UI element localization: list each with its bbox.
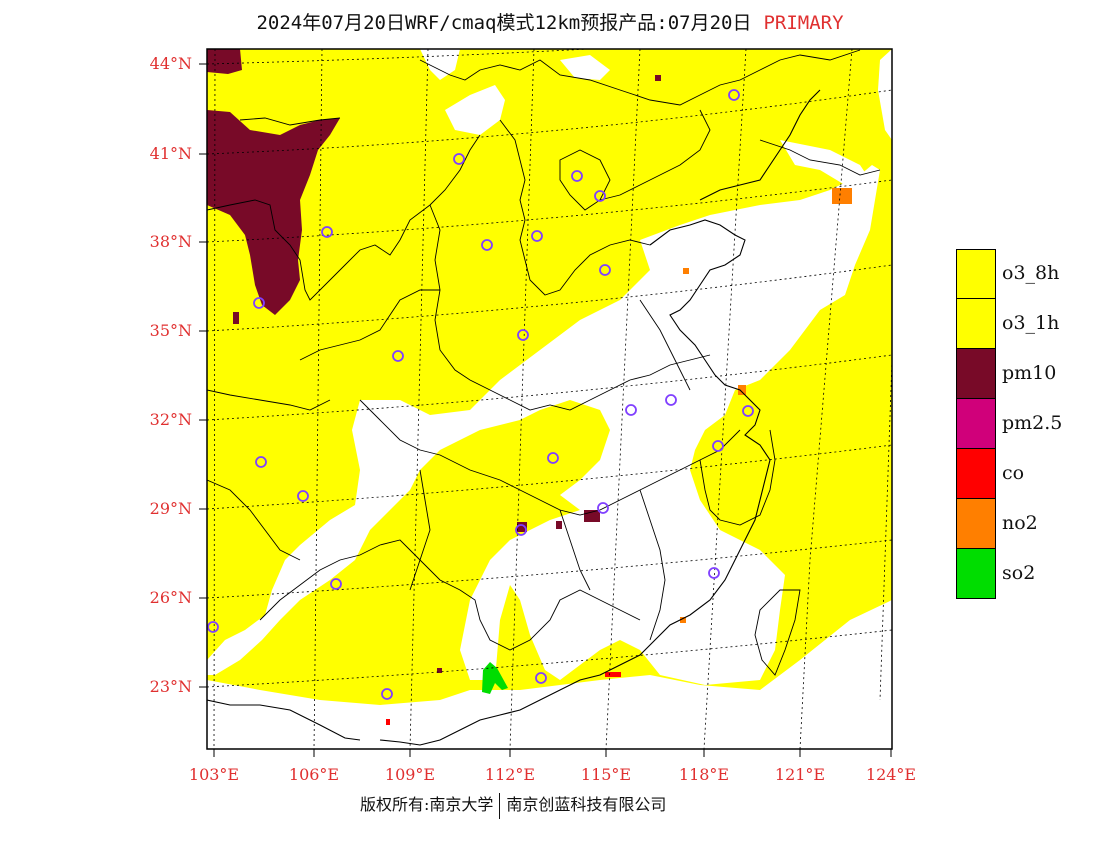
lat-label: 32°N <box>149 410 192 429</box>
city-marker <box>453 153 465 165</box>
clear-region-bottom <box>207 600 892 749</box>
pm10-region-n <box>207 49 242 74</box>
legend-swatch <box>956 249 996 299</box>
city-marker <box>547 452 559 464</box>
lat-label: 26°N <box>149 588 192 607</box>
legend-label: pm2.5 <box>1002 412 1063 434</box>
lat-label: 41°N <box>149 144 192 163</box>
clear-region-north-2 <box>560 55 610 80</box>
city-marker <box>742 405 754 417</box>
copyright-left: 版权所有:南京大学 <box>360 795 494 814</box>
no2-spot-e <box>738 385 746 395</box>
province-boundaries <box>207 49 881 676</box>
city-marker <box>535 672 547 684</box>
lon-label: 118°E <box>678 765 730 784</box>
city-marker <box>599 264 611 276</box>
copyright-footer: 版权所有:南京大学 南京创蓝科技有限公司 <box>360 791 666 819</box>
legend-swatch <box>956 349 996 399</box>
city-marker <box>392 350 404 362</box>
pm10-region-nw <box>207 110 340 315</box>
title-tag: PRIMARY <box>763 12 844 34</box>
title-main: 2024年07月20日WRF/cmaq模式12km预报产品:07月20日 <box>256 12 752 34</box>
lat-label: 29°N <box>149 499 192 518</box>
legend-swatch <box>956 549 996 599</box>
lon-label: 121°E <box>774 765 826 784</box>
clear-region-south <box>207 165 880 685</box>
city-marker <box>253 297 265 309</box>
city-marker <box>708 567 720 579</box>
chart-title: 2024年07月20日WRF/cmaq模式12km预报产品:07月20日 PRIM… <box>0 8 1100 35</box>
city-marker <box>728 89 740 101</box>
lat-label: 35°N <box>149 321 192 340</box>
no2-spot-c <box>683 268 689 274</box>
copyright-right: 南京创蓝科技有限公司 <box>506 795 667 814</box>
city-marker <box>712 440 724 452</box>
clear-region-north-1 <box>445 85 505 135</box>
city-marker <box>625 404 637 416</box>
legend-label: o3_8h <box>1002 262 1060 284</box>
so2-spot <box>482 662 508 694</box>
city-marker <box>517 329 529 341</box>
pm10-spot-c2 <box>517 522 527 532</box>
map-frame <box>206 48 893 750</box>
co-spot-1 <box>605 672 621 677</box>
city-marker <box>481 239 493 251</box>
lat-label: 44°N <box>149 54 192 73</box>
lon-label: 109°E <box>384 765 436 784</box>
pm10-spot-n <box>655 75 661 81</box>
lon-label: 106°E <box>288 765 340 784</box>
coastline <box>207 89 821 746</box>
pm10-spot-w <box>233 312 239 324</box>
city-marker <box>321 226 333 238</box>
legend-swatch <box>956 449 996 499</box>
legend-swatch <box>956 299 996 349</box>
legend-label: co <box>1002 462 1025 484</box>
legend-swatch <box>956 499 996 549</box>
city-marker <box>515 524 527 536</box>
city-marker <box>381 688 393 700</box>
lon-label: 124°E <box>865 765 917 784</box>
legend-label: no2 <box>1002 512 1038 534</box>
footer-divider <box>499 792 501 819</box>
legend-label: pm10 <box>1002 362 1057 384</box>
legend-label: so2 <box>1002 562 1036 584</box>
co-spot-2 <box>386 719 390 725</box>
city-marker <box>207 621 219 633</box>
lon-label: 115°E <box>580 765 632 784</box>
lat-label: 38°N <box>149 232 192 251</box>
pm10-spot-c3 <box>556 521 562 529</box>
legend-label: o3_1h <box>1002 312 1060 334</box>
axis-ticks <box>199 63 892 757</box>
city-marker <box>665 394 677 406</box>
no2-spot-ne <box>832 188 852 204</box>
lon-label: 103°E <box>188 765 240 784</box>
clear-region-east-edge <box>878 49 892 140</box>
clear-region-nw-edge <box>420 49 460 80</box>
city-marker <box>255 456 267 468</box>
graticule <box>207 49 892 749</box>
city-markers <box>207 89 754 700</box>
lon-label: 112°E <box>484 765 536 784</box>
pm10-spot-s <box>437 668 442 673</box>
legend-swatch <box>956 399 996 449</box>
lat-label: 23°N <box>149 677 192 696</box>
city-marker <box>571 170 583 182</box>
city-marker <box>597 502 609 514</box>
city-marker <box>330 578 342 590</box>
city-marker <box>531 230 543 242</box>
city-marker <box>297 490 309 502</box>
no2-spot-se <box>680 617 686 623</box>
city-marker <box>594 190 606 202</box>
